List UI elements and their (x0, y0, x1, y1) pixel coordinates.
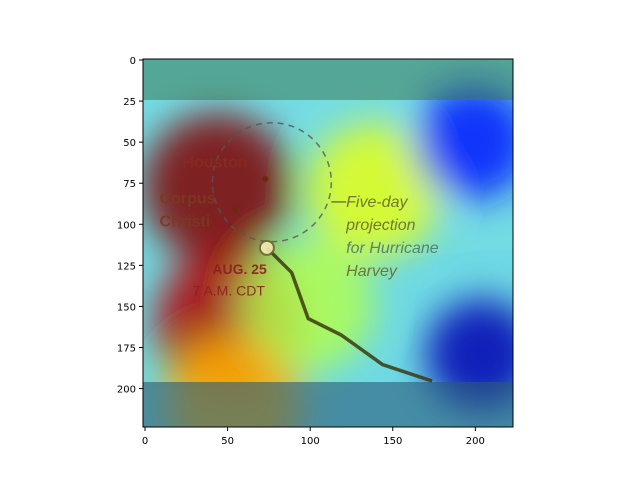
city-point (232, 207, 239, 214)
annotation-city-2-line1: Corpus (160, 191, 216, 208)
x-tick-label: 0 (142, 436, 148, 447)
y-tick-label: 50 (123, 138, 136, 149)
y-tick-label: 150 (117, 302, 136, 313)
x-tick-label: 200 (466, 436, 485, 447)
track-start-marker (258, 239, 275, 256)
y-tick-label: 175 (117, 344, 136, 355)
annotation-city-1: Houston (183, 154, 248, 171)
x-axis: 0 50 100 150 200 (142, 427, 485, 447)
y-tick-label: 75 (123, 179, 136, 190)
annotation-date: AUG. 25 (212, 261, 267, 277)
y-tick-label: 100 (117, 220, 136, 231)
heat-spot (242, 239, 375, 372)
y-tick-label: 125 (117, 261, 136, 272)
y-tick-label: 200 (117, 385, 136, 396)
annotation-city-2-line2: Christi (160, 214, 211, 231)
hurricane-track (265, 246, 433, 383)
heat-spot (307, 123, 442, 258)
annotation-label-line4: Harvey (346, 263, 398, 280)
top-band (143, 59, 513, 100)
heat-spot (415, 83, 513, 200)
annotation-label-line1: Five-day (346, 194, 408, 211)
annotation-time: 7 A.M. CDT (193, 283, 266, 299)
x-tick-label: 150 (383, 436, 402, 447)
y-axis: 0 25 50 75 100 125 150 175 200 (117, 56, 143, 396)
y-tick-label: 25 (123, 97, 136, 108)
annotation-label-line3: for Hurricane (346, 240, 439, 257)
bottom-band (143, 382, 513, 427)
annotation-label-line2: projection (345, 217, 415, 234)
plot-area: Houston Corpus Christi AUG. 25 7 A.M. CDT Fiv… (143, 59, 513, 427)
y-tick-label: 0 (130, 56, 136, 67)
axes-frame (142, 58, 514, 428)
city-point (262, 175, 269, 182)
overlay-graphics: Houston Corpus Christi AUG. 25 7 A.M. CDT Fiv… (160, 121, 439, 383)
x-tick-label: 100 (301, 436, 320, 447)
heat-spot (143, 112, 293, 263)
x-tick-label: 50 (221, 436, 234, 447)
